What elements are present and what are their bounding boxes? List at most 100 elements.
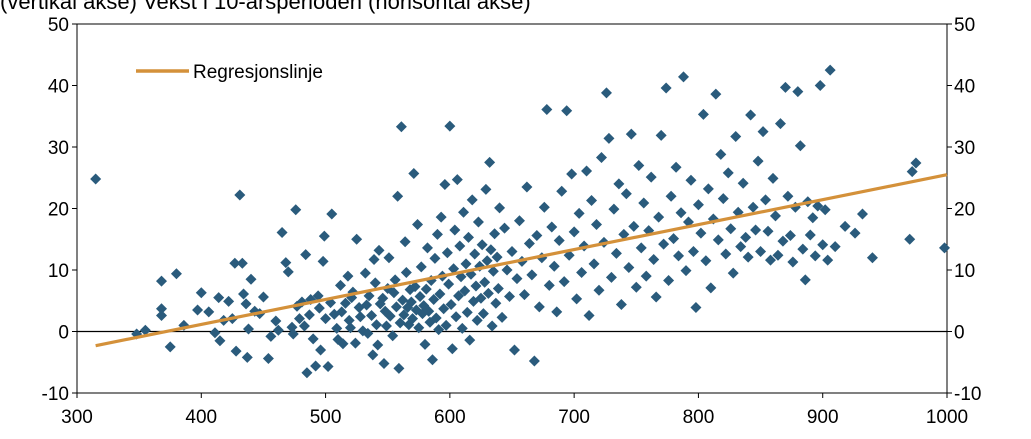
data-point xyxy=(583,310,595,322)
data-point xyxy=(399,236,411,248)
data-point xyxy=(822,254,834,266)
data-point xyxy=(460,258,472,270)
data-point xyxy=(490,297,502,309)
data-point xyxy=(513,215,525,227)
data-point xyxy=(303,309,315,321)
legend: Regresjonslinje xyxy=(136,62,323,83)
data-point xyxy=(420,283,432,295)
data-point xyxy=(645,171,657,183)
data-point xyxy=(866,252,878,264)
data-point xyxy=(310,360,322,372)
data-point xyxy=(209,327,221,339)
data-point xyxy=(440,319,452,331)
data-point xyxy=(477,308,489,320)
y-tick-label-left: 40 xyxy=(48,77,69,98)
y-tick-label-left: 30 xyxy=(48,138,69,159)
data-point xyxy=(262,353,274,365)
data-point xyxy=(413,322,425,334)
data-point xyxy=(451,174,463,186)
data-point xyxy=(906,166,918,178)
data-point xyxy=(441,247,453,259)
data-point xyxy=(343,314,355,326)
data-point xyxy=(313,302,325,314)
data-point xyxy=(762,225,774,237)
data-point xyxy=(653,211,665,223)
data-point xyxy=(446,343,458,355)
data-point xyxy=(750,224,762,236)
data-point xyxy=(156,310,168,322)
data-point xyxy=(620,188,632,200)
data-point xyxy=(630,281,642,293)
data-point xyxy=(257,291,269,303)
data-point xyxy=(635,242,647,254)
data-point xyxy=(322,361,334,373)
data-point xyxy=(476,239,488,251)
data-point xyxy=(434,288,446,300)
data-point xyxy=(720,248,732,260)
data-point xyxy=(595,151,607,163)
data-point xyxy=(640,270,652,282)
data-point xyxy=(819,204,831,216)
data-point xyxy=(702,183,714,195)
data-point xyxy=(464,334,476,346)
y-tick-label-left: 20 xyxy=(48,200,69,221)
data-point xyxy=(501,264,513,276)
data-point xyxy=(412,218,424,230)
data-point xyxy=(856,208,868,220)
data-point xyxy=(394,317,406,329)
data-point xyxy=(737,177,749,189)
data-point xyxy=(223,295,235,307)
data-point xyxy=(757,126,769,138)
data-point xyxy=(363,290,375,302)
data-point xyxy=(443,278,455,290)
data-point xyxy=(342,270,354,282)
top-caption: (vertikal akse) Vekst i 10-årsperioden (… xyxy=(0,0,531,14)
data-point xyxy=(475,292,487,304)
data-point xyxy=(787,256,799,268)
data-point xyxy=(373,244,385,256)
data-point xyxy=(397,294,409,306)
data-point xyxy=(380,320,392,332)
data-point xyxy=(558,276,570,288)
data-point xyxy=(229,257,241,269)
x-tick-label: 500 xyxy=(310,407,342,428)
data-point xyxy=(307,333,319,345)
data-point xyxy=(566,168,578,180)
data-point xyxy=(164,341,176,353)
data-point xyxy=(362,327,374,339)
data-point xyxy=(658,238,670,250)
data-point xyxy=(301,367,313,379)
data-point xyxy=(318,230,330,242)
data-point xyxy=(234,189,246,201)
data-point xyxy=(414,290,426,302)
data-point xyxy=(470,280,482,292)
data-point xyxy=(747,201,759,213)
data-point xyxy=(359,267,371,279)
data-point xyxy=(491,251,503,263)
data-point xyxy=(298,320,310,332)
data-point xyxy=(665,190,677,202)
data-point xyxy=(293,313,305,325)
data-point xyxy=(315,344,327,356)
data-point xyxy=(469,248,481,260)
data-point xyxy=(782,190,794,202)
data-point xyxy=(735,241,747,253)
data-point xyxy=(419,338,431,350)
data-point xyxy=(618,228,630,240)
data-point xyxy=(817,239,829,251)
data-point xyxy=(435,211,447,223)
data-point xyxy=(392,190,404,202)
data-point xyxy=(472,216,484,228)
data-point xyxy=(767,172,779,184)
x-tick-label: 800 xyxy=(683,407,715,428)
data-point xyxy=(484,156,496,168)
data-point xyxy=(655,129,667,141)
data-point xyxy=(450,311,462,323)
data-point xyxy=(536,252,548,264)
data-point xyxy=(600,87,612,99)
data-point xyxy=(772,249,784,261)
data-point xyxy=(613,178,625,190)
x-tick-label: 1000 xyxy=(926,407,968,428)
data-point xyxy=(528,355,540,367)
data-point xyxy=(354,311,366,323)
